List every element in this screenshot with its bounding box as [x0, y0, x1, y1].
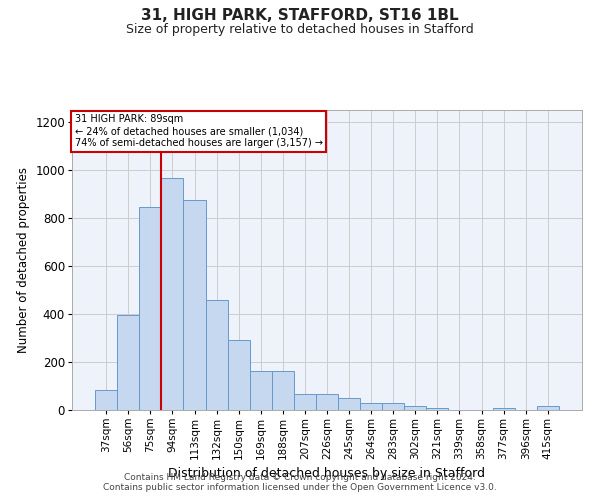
Bar [294, 394, 316, 410]
Text: 31, HIGH PARK, STAFFORD, ST16 1BL: 31, HIGH PARK, STAFFORD, ST16 1BL [141, 8, 459, 22]
Bar [117, 315, 139, 410]
Bar [139, 207, 161, 410]
Bar [272, 371, 294, 410]
Bar [316, 394, 338, 410]
Bar [206, 300, 227, 410]
Bar [250, 371, 272, 410]
Text: Size of property relative to detached houses in Stafford: Size of property relative to detached ho… [126, 22, 474, 36]
Bar [338, 398, 360, 410]
Bar [427, 408, 448, 410]
X-axis label: Distribution of detached houses by size in Stafford: Distribution of detached houses by size … [169, 468, 485, 480]
Bar [404, 406, 427, 410]
Bar [493, 408, 515, 410]
Bar [161, 178, 184, 410]
Text: Contains HM Land Registry data © Crown copyright and database right 2024.
Contai: Contains HM Land Registry data © Crown c… [103, 473, 497, 492]
Text: 31 HIGH PARK: 89sqm
← 24% of detached houses are smaller (1,034)
74% of semi-det: 31 HIGH PARK: 89sqm ← 24% of detached ho… [74, 114, 323, 148]
Bar [537, 406, 559, 410]
Bar [360, 403, 382, 410]
Bar [227, 340, 250, 410]
Bar [95, 390, 117, 410]
Y-axis label: Number of detached properties: Number of detached properties [17, 167, 30, 353]
Bar [184, 200, 206, 410]
Bar [382, 404, 404, 410]
